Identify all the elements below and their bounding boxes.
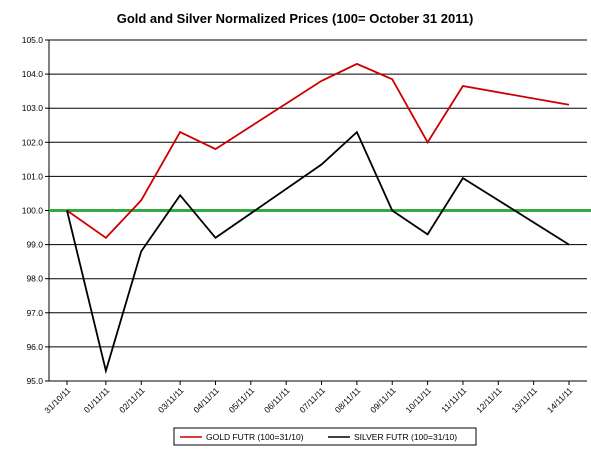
y-tick-label: 98.0: [26, 274, 43, 284]
y-tick-label: 96.0: [26, 342, 43, 352]
x-tick-label: 05/11/11: [227, 385, 257, 415]
x-tick-label: 10/11/11: [403, 385, 433, 415]
x-tick-label: 04/11/11: [191, 385, 221, 415]
legend-item-gold-label: GOLD FUTR (100=31/10): [206, 432, 304, 442]
y-tick-label: 104.0: [22, 69, 44, 79]
x-tick-label: 08/11/11: [333, 385, 363, 415]
legend: [173, 427, 477, 446]
gold-series-line: [66, 62, 570, 239]
y-tick-label: 105.0: [22, 35, 44, 45]
x-tick-label: 02/11/11: [117, 385, 147, 415]
y-tick-label: 97.0: [26, 308, 43, 318]
legend-item-silver-label: SILVER FUTR (100=31/10): [354, 432, 457, 442]
y-tick-label: 101.0: [22, 171, 44, 181]
silver-series-line: [66, 130, 570, 375]
x-tick-label: 06/11/11: [262, 385, 292, 415]
x-tick-label: 12/11/11: [474, 385, 504, 415]
x-tick-label: 03/11/11: [156, 385, 186, 415]
x-tick-label: 01/11/11: [82, 385, 112, 415]
y-tick-label: 102.0: [22, 137, 44, 147]
y-tick-label: 100.0: [22, 206, 44, 216]
y-tick-label: 99.0: [26, 240, 43, 250]
y-tick-label: 103.0: [22, 103, 44, 113]
x-tick-label: 07/11/11: [297, 385, 327, 415]
x-tick-label: 13/11/11: [509, 385, 539, 415]
chart-title: Gold and Silver Normalized Prices (100= …: [117, 11, 474, 26]
x-tick-label: 09/11/11: [368, 385, 398, 415]
x-tick-label: 14/11/11: [545, 385, 575, 415]
x-tick-label: 31/10/11: [42, 385, 72, 415]
x-tick-label: 11/11/11: [439, 385, 468, 414]
y-tick-label: 95.0: [26, 376, 43, 386]
